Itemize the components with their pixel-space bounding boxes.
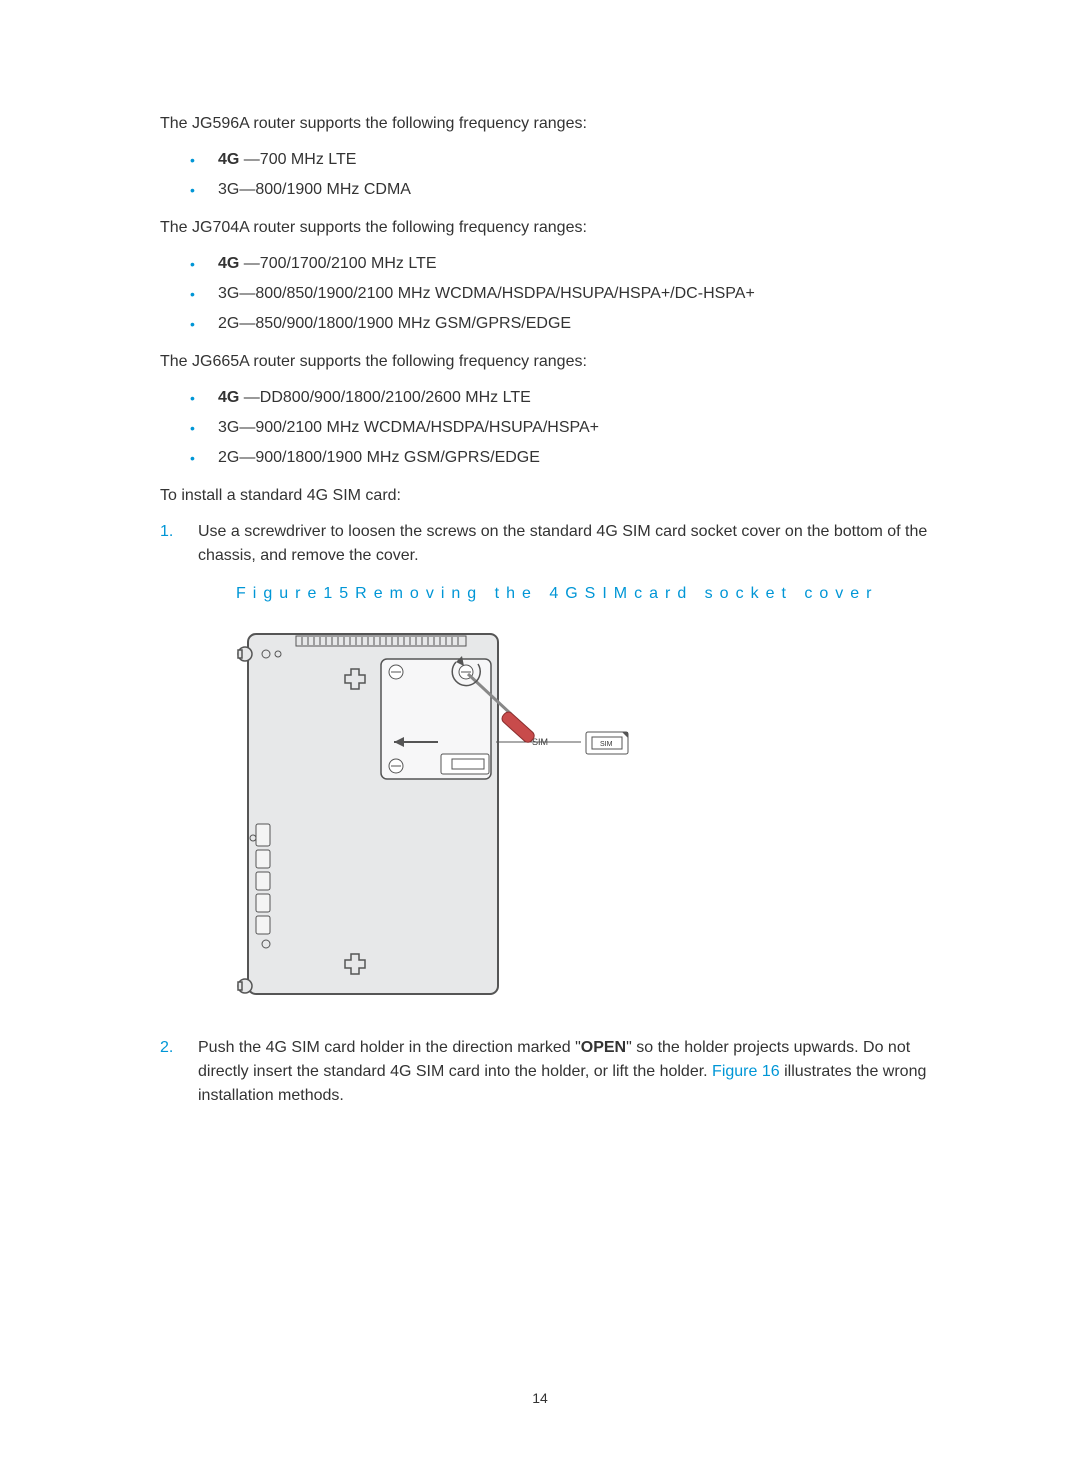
figure-16-link[interactable]: Figure 16: [712, 1063, 780, 1080]
figure-15: SIM SIM: [236, 614, 960, 1012]
step-number: 2.: [160, 1036, 173, 1060]
item-text: 3G—800/1900 MHz CDMA: [218, 181, 411, 198]
install-steps: 1. Use a screwdriver to loosen the screw…: [160, 520, 960, 1108]
list-jg704a: 4G —700/1700/2100 MHz LTE 3G—800/850/190…: [190, 252, 960, 336]
list-item: 2G—900/1800/1900 MHz GSM/GPRS/EDGE: [190, 446, 960, 470]
item-text: 2G—900/1800/1900 MHz GSM/GPRS/EDGE: [218, 449, 540, 466]
list-jg596a: 4G —700 MHz LTE 3G—800/1900 MHz CDMA: [190, 148, 960, 202]
list-item: 3G—800/850/1900/2100 MHz WCDMA/HSDPA/HSU…: [190, 282, 960, 306]
list-item: 3G—900/2100 MHz WCDMA/HSDPA/HSUPA/HSPA+: [190, 416, 960, 440]
item-text: —700 MHz LTE: [239, 151, 356, 168]
item-text: 3G—900/2100 MHz WCDMA/HSDPA/HSUPA/HSPA+: [218, 419, 599, 436]
install-intro: To install a standard 4G SIM card:: [160, 484, 960, 508]
list-item: 4G —700/1700/2100 MHz LTE: [190, 252, 960, 276]
step-1: 1. Use a screwdriver to loosen the screw…: [160, 520, 960, 1012]
list-jg665a: 4G —DD800/900/1800/2100/2600 MHz LTE 3G—…: [190, 386, 960, 470]
bold-label: 4G: [218, 151, 239, 168]
item-text: —700/1700/2100 MHz LTE: [239, 255, 436, 272]
bold-label: 4G: [218, 389, 239, 406]
item-text: 3G—800/850/1900/2100 MHz WCDMA/HSDPA/HSU…: [218, 285, 755, 302]
intro-jg596a: The JG596A router supports the following…: [160, 112, 960, 136]
step-text: Use a screwdriver to loosen the screws o…: [198, 523, 927, 564]
intro-jg704a: The JG704A router supports the following…: [160, 216, 960, 240]
step-text-pre: Push the 4G SIM card holder in the direc…: [198, 1039, 581, 1056]
step-number: 1.: [160, 520, 173, 544]
open-label: OPEN: [581, 1039, 626, 1056]
item-text: —DD800/900/1800/2100/2600 MHz LTE: [239, 389, 530, 406]
router-diagram-svg: SIM SIM: [236, 614, 666, 1004]
page-content: The JG596A router supports the following…: [0, 0, 1080, 1466]
sim-icon-label: SIM: [600, 741, 613, 748]
list-item: 4G —700 MHz LTE: [190, 148, 960, 172]
page-number: 14: [0, 1390, 1080, 1406]
figure-caption: Figure15Removing the 4GSIMcard socket co…: [236, 582, 960, 606]
step-2: 2. Push the 4G SIM card holder in the di…: [160, 1036, 960, 1108]
list-item: 4G —DD800/900/1800/2100/2600 MHz LTE: [190, 386, 960, 410]
list-item: 3G—800/1900 MHz CDMA: [190, 178, 960, 202]
item-text: 2G—850/900/1800/1900 MHz GSM/GPRS/EDGE: [218, 315, 571, 332]
list-item: 2G—850/900/1800/1900 MHz GSM/GPRS/EDGE: [190, 312, 960, 336]
bold-label: 4G: [218, 255, 239, 272]
intro-jg665a: The JG665A router supports the following…: [160, 350, 960, 374]
